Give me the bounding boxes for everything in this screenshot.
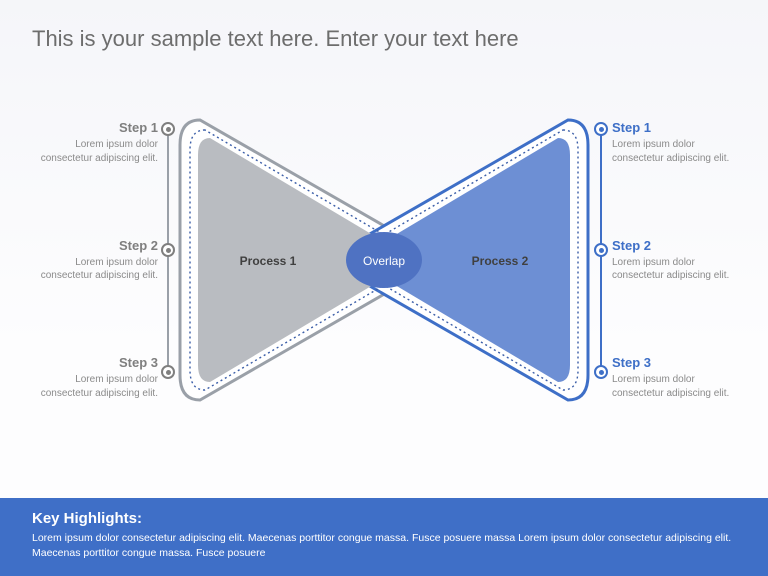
left-step-2: Step 2 Lorem ipsum dolor consectetur adi… xyxy=(18,238,158,283)
footer-title: Key Highlights: xyxy=(32,510,736,527)
step-body: Lorem ipsum dolor consectetur adipiscing… xyxy=(28,373,158,400)
right-step-2: Step 2 Lorem ipsum dolor consectetur adi… xyxy=(612,238,752,283)
step-body: Lorem ipsum dolor consectetur adipiscing… xyxy=(612,256,742,283)
left-step-1: Step 1 Lorem ipsum dolor consectetur adi… xyxy=(18,120,158,165)
right-steps: Step 1 Lorem ipsum dolor consectetur adi… xyxy=(612,120,752,400)
bowtie-diagram: Process 1 Process 2 Overlap xyxy=(150,100,618,420)
process-1-label: Process 1 xyxy=(240,254,297,268)
step-body: Lorem ipsum dolor consectetur adipiscing… xyxy=(612,373,742,400)
slide: This is your sample text here. Enter you… xyxy=(0,0,768,576)
step-body: Lorem ipsum dolor consectetur adipiscing… xyxy=(28,138,158,165)
footer-body: Lorem ipsum dolor consectetur adipiscing… xyxy=(32,531,736,561)
left-step-3: Step 3 Lorem ipsum dolor consectetur adi… xyxy=(18,355,158,400)
process-2-label: Process 2 xyxy=(472,254,529,268)
slide-title: This is your sample text here. Enter you… xyxy=(32,26,519,52)
step-body: Lorem ipsum dolor consectetur adipiscing… xyxy=(28,256,158,283)
key-highlights-footer: Key Highlights: Lorem ipsum dolor consec… xyxy=(0,498,768,576)
step-body: Lorem ipsum dolor consectetur adipiscing… xyxy=(612,138,742,165)
right-step-3: Step 3 Lorem ipsum dolor consectetur adi… xyxy=(612,355,752,400)
left-steps: Step 1 Lorem ipsum dolor consectetur adi… xyxy=(18,120,158,400)
right-step-1: Step 1 Lorem ipsum dolor consectetur adi… xyxy=(612,120,752,165)
overlap-label: Overlap xyxy=(363,254,405,268)
